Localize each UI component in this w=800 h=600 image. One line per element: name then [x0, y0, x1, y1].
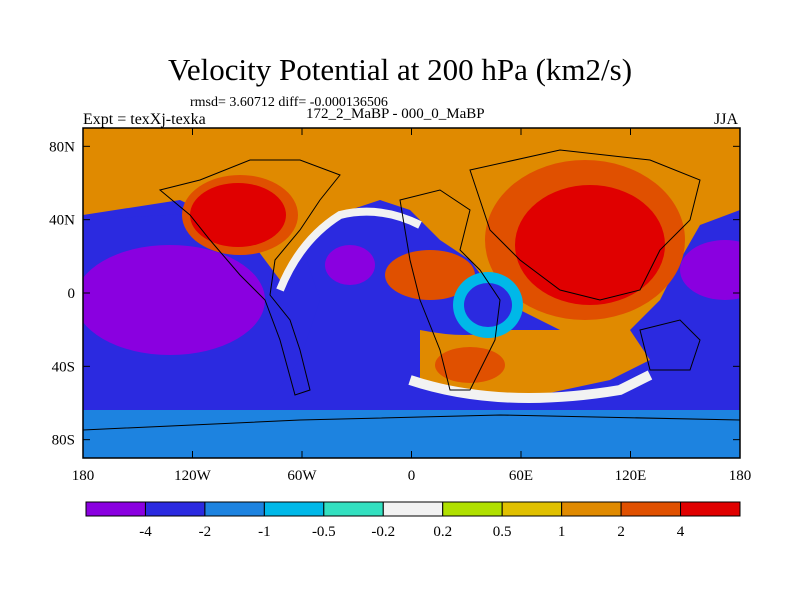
colorbar-swatch — [382, 501, 444, 517]
coast-europe-africa — [399, 189, 501, 391]
colorbar-label: -1 — [258, 524, 271, 540]
colorbar-label: -4 — [139, 524, 152, 540]
field-min-atlantic — [325, 245, 375, 285]
stats-label: rmsd= 3.60712 diff= -0.000136506 — [190, 95, 388, 110]
colorbar-label: 4 — [677, 524, 685, 540]
colorbar-swatch — [204, 501, 265, 517]
field-contours — [83, 128, 740, 458]
x-tick-label: 0 — [408, 468, 416, 484]
coastlines — [83, 149, 740, 431]
x-tick-label: 60E — [509, 468, 533, 484]
y-tick-label: 40N — [49, 213, 75, 229]
y-tick-label: 80S — [52, 433, 75, 449]
colorbar-swatch — [85, 501, 146, 517]
season-label: JJA — [714, 111, 739, 128]
y-tick-label: 0 — [68, 286, 76, 302]
colorbar-swatch — [561, 501, 622, 517]
field-max-america-core — [190, 183, 286, 247]
colorbar-swatch — [680, 501, 741, 517]
experiment-label: Expt = texXj-texka — [83, 111, 206, 128]
field-zero-contour-west — [276, 207, 422, 292]
x-tick-label: 120W — [174, 468, 212, 484]
field-max-asia-core — [515, 185, 665, 305]
colorbar-label: 0.2 — [433, 524, 452, 540]
colorbar-swatch — [501, 501, 563, 517]
coast-australia — [639, 319, 701, 371]
coast-antarctica — [83, 414, 740, 431]
x-tick-label: 120E — [615, 468, 647, 484]
colorbar-swatch — [263, 501, 325, 517]
x-tick-label: 60W — [287, 468, 317, 484]
field-min-east — [680, 240, 740, 300]
colorbar-label: -0.5 — [312, 524, 336, 540]
colorbar-label: -2 — [199, 524, 212, 540]
colorbar-label: 1 — [558, 524, 566, 540]
colorbar-swatch — [620, 501, 682, 517]
colorbar-label: 0.5 — [493, 524, 512, 540]
y-tick-label: 80N — [49, 139, 75, 155]
field-zero-contour — [408, 370, 653, 403]
colorbar: -4 -2 -1 -0.5 -0.2 0.2 0.5 1 2 4 — [85, 501, 741, 540]
colorbar-swatch — [442, 501, 503, 517]
y-tick-label: 40S — [52, 359, 75, 375]
field-min-pacific — [83, 245, 265, 355]
colorbar-swatch — [144, 501, 206, 517]
coast-asia — [469, 149, 701, 301]
field-max-atlantic — [385, 250, 475, 300]
comparison-label: 172_2_MaBP - 000_0_MaBP — [306, 106, 485, 122]
axis-ticks: 180 120W 60W 0 60E 120E 180 80N 40N 0 40S 80S — [49, 128, 751, 484]
colorbar-swatch — [323, 501, 384, 517]
coast-north-america — [158, 159, 341, 396]
chart-title: Velocity Potential at 200 hPa (km2/s) — [167, 52, 633, 87]
x-tick-label: 180 — [72, 468, 95, 484]
field-max-south — [435, 347, 505, 383]
x-tick-label: 180 — [729, 468, 752, 484]
field-min-africa-core — [464, 283, 512, 327]
colorbar-label: -0.2 — [371, 524, 395, 540]
colorbar-label: 2 — [617, 524, 625, 540]
